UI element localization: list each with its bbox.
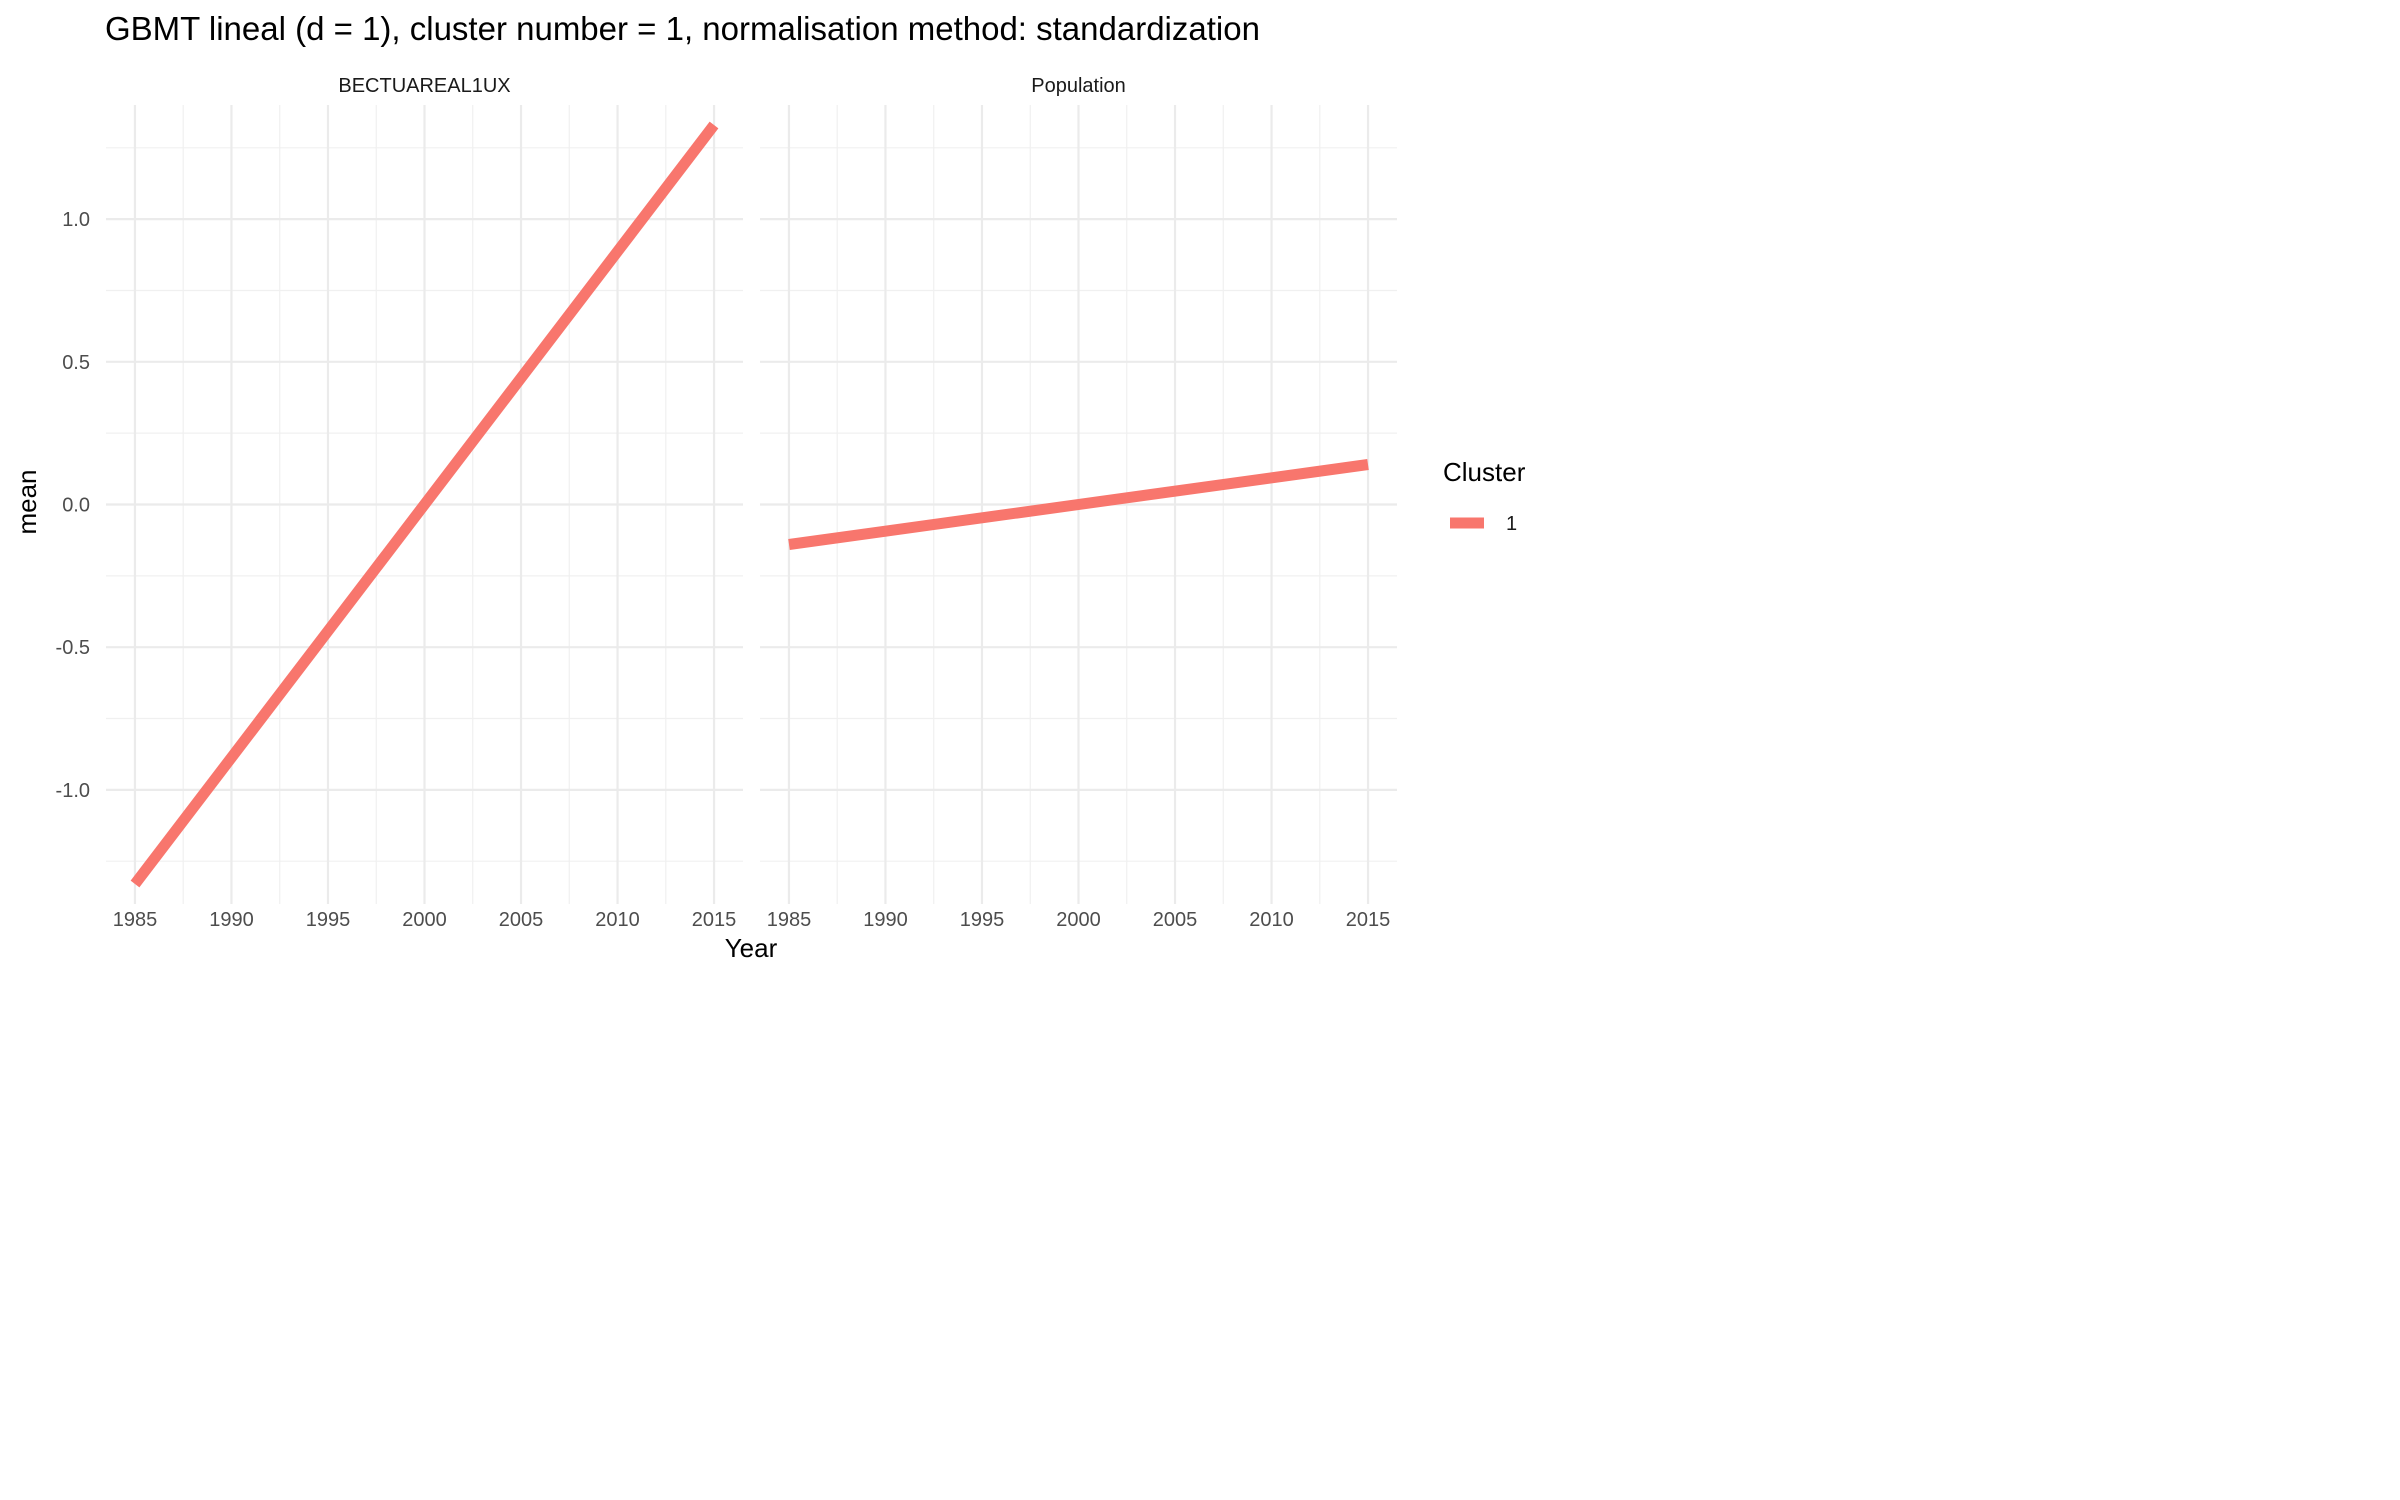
facet-strip-label: BECTUAREAL1UX (338, 75, 510, 97)
facet-strip-label: Population (1031, 75, 1126, 97)
x-axis-title: Year (725, 933, 778, 963)
y-tick-label: -1.0 (56, 780, 90, 802)
x-tick-label: 1990 (209, 909, 254, 931)
y-tick-label: 0.0 (62, 495, 90, 517)
legend-title: Cluster (1443, 457, 1526, 487)
x-tick-label: 2000 (1056, 909, 1101, 931)
x-tick-label: 2010 (1249, 909, 1294, 931)
x-tick-label: 1995 (306, 909, 351, 931)
x-tick-label: 2005 (499, 909, 544, 931)
series-line-cluster-1 (788, 459, 1369, 550)
x-tick-label: 2005 (1153, 909, 1198, 931)
panel-2: Population 1985 1990 1995 2000 2005 2010 2015 (760, 75, 1397, 931)
x-tick-label: 2015 (692, 909, 737, 931)
x-tick-label: 2015 (1346, 909, 1391, 931)
panel-1: BECTUAREAL1UX 1985 1990 1995 2000 2005 2010 201… (56, 75, 743, 931)
y-tick-label: 0.5 (62, 352, 90, 374)
x-tick-label: 1985 (767, 909, 812, 931)
series-line-cluster-1 (130, 121, 719, 888)
y-tick-label: -0.5 (56, 637, 90, 659)
y-tick-label: 1.0 (62, 209, 90, 231)
legend-label-cluster-1: 1 (1506, 513, 1517, 535)
chart-title: GBMT lineal (d = 1), cluster number = 1,… (105, 10, 1260, 47)
x-tick-label: 1995 (960, 909, 1005, 931)
facet-panels: BECTUAREAL1UX 1985 1990 1995 2000 2005 2010 201… (56, 75, 1397, 931)
legend: Cluster 1 (1443, 457, 1526, 535)
y-axis-title: mean (12, 469, 42, 534)
x-tick-label: 1990 (863, 909, 908, 931)
x-tick-label: 2010 (595, 909, 640, 931)
chart: GBMT lineal (d = 1), cluster number = 1,… (12, 10, 1526, 963)
x-tick-label: 1985 (113, 909, 158, 931)
x-tick-label: 2000 (402, 909, 447, 931)
